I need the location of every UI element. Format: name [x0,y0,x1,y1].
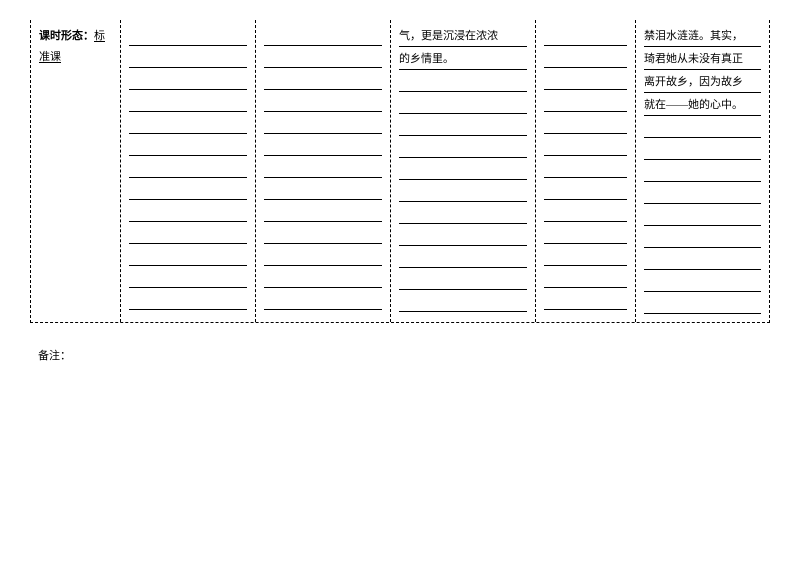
blank-line [544,26,627,46]
blank-line [129,114,247,134]
blank-line [399,160,527,180]
blank-line [399,72,527,92]
blank-line [129,26,247,46]
blank-line [264,92,382,112]
blank-line [399,182,527,202]
column-5 [536,20,636,322]
blank-line [644,118,761,138]
blank-line [399,248,527,268]
blank-line [544,202,627,222]
blank-line [544,92,627,112]
blank-line [399,270,527,290]
blank-line [264,224,382,244]
blank-line [264,48,382,68]
blank-line [129,48,247,68]
blank-line [264,114,382,134]
blank-line [399,94,527,114]
blank-line [544,224,627,244]
blank-line [644,250,761,270]
blank-line [264,158,382,178]
blank-line [264,180,382,200]
blank-line [544,136,627,156]
blank-line [129,202,247,222]
blank-line [544,114,627,134]
blank-line [399,226,527,246]
column-6: 禁泪水涟涟。其实，琦君她从未没有真正离开故乡，因为故乡就在——她的心中。 [636,20,769,322]
blank-line [129,290,247,310]
blank-line [544,268,627,288]
blank-line [264,70,382,90]
blank-line [644,162,761,182]
column-1: 课时形态：标准课 [31,20,121,322]
blank-line [399,292,527,312]
blank-line [264,290,382,310]
text-line: 离开故乡，因为故乡 [644,72,761,93]
blank-line [644,272,761,292]
form-table: 课时形态：标准课 气，更是沉浸在浓浓的乡情里。 禁泪水涟涟。其实，琦君她从未没有… [30,20,770,323]
blank-line [544,70,627,90]
blank-line [264,268,382,288]
blank-line [544,158,627,178]
blank-line [264,136,382,156]
blank-line [264,202,382,222]
blank-line [129,136,247,156]
blank-line [544,246,627,266]
text-line: 就在——她的心中。 [644,95,761,116]
column-3 [256,20,391,322]
text-line: 气，更是沉浸在浓浓 [399,26,527,47]
text-line: 琦君她从未没有真正 [644,49,761,70]
blank-line [544,180,627,200]
blank-line [129,158,247,178]
blank-line [644,184,761,204]
blank-line [264,246,382,266]
blank-line [644,228,761,248]
blank-line [544,48,627,68]
blank-line [399,204,527,224]
blank-line [399,138,527,158]
blank-line [399,116,527,136]
blank-line [264,26,382,46]
blank-line [644,140,761,160]
lesson-type-label: 课时形态： [39,30,94,42]
blank-line [129,180,247,200]
blank-line [644,206,761,226]
blank-line [129,268,247,288]
blank-line [544,290,627,310]
blank-line [129,246,247,266]
blank-line [129,92,247,112]
column-4: 气，更是沉浸在浓浓的乡情里。 [391,20,536,322]
column-2 [121,20,256,322]
text-line: 禁泪水涟涟。其实， [644,26,761,47]
blank-line [129,224,247,244]
blank-line [129,70,247,90]
text-line: 的乡情里。 [399,49,527,70]
blank-line [644,294,761,314]
note-label: 备注： [30,347,770,363]
